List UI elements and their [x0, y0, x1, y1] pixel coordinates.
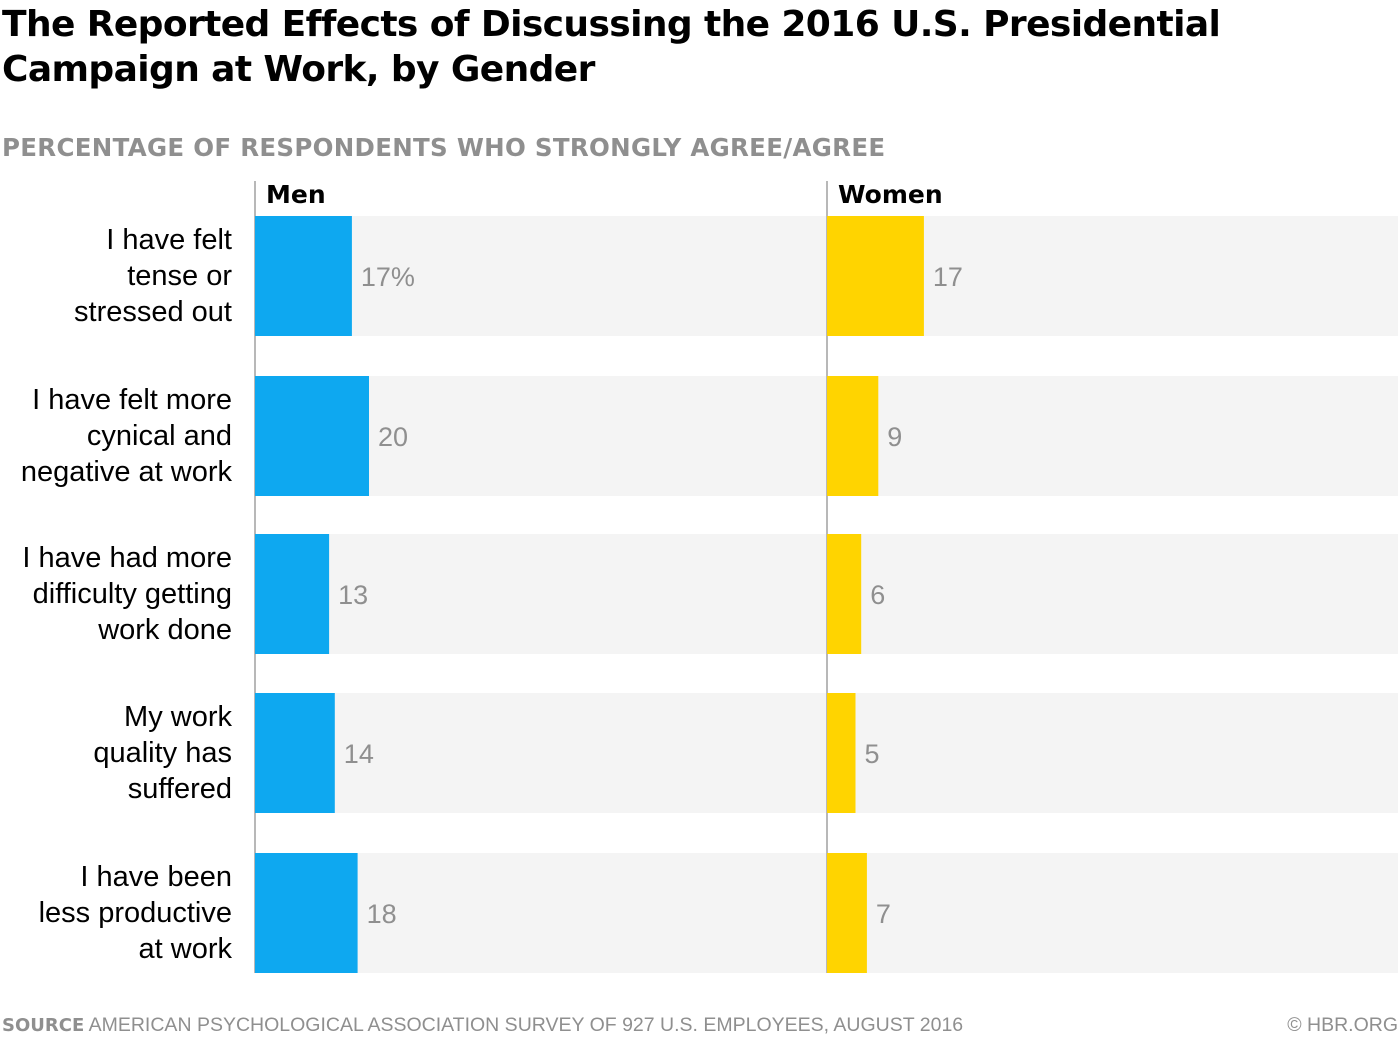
category-label-2-line-2: cynical and: [87, 420, 232, 452]
bar-women-3: [827, 534, 862, 654]
bar-men-4: [255, 693, 335, 813]
track-women-4: [827, 693, 1398, 813]
value-label-men-5: 18: [367, 899, 397, 929]
bar-women-5: [827, 853, 867, 973]
category-label-2-line-3: negative at work: [21, 456, 233, 488]
track-men-4: [255, 693, 826, 813]
bar-women-4: [827, 693, 856, 813]
chart-title: The Reported Effects of Discussing the 2…: [2, 4, 1221, 90]
credit-text: © HBR.ORG: [1287, 1014, 1398, 1036]
source-label: SOURCE: [2, 1015, 85, 1036]
chart-subtitle: PERCENTAGE OF RESPONDENTS WHO STRONGLY A…: [2, 133, 886, 162]
category-label-4-line-2: quality has: [93, 737, 232, 769]
bar-men-3: [255, 534, 330, 654]
value-label-men-1: 17%: [361, 262, 415, 292]
track-women-5: [827, 853, 1398, 973]
category-label-5-line-1: I have been: [80, 861, 232, 893]
category-label-5-line-3: at work: [139, 933, 233, 965]
bar-women-2: [827, 376, 879, 496]
bar-men-1: [255, 216, 352, 336]
value-label-men-3: 13: [338, 580, 368, 610]
value-label-women-1: 17: [933, 262, 963, 292]
value-label-men-2: 20: [378, 422, 408, 452]
footer: SOURCE AMERICAN PSYCHOLOGICAL ASSOCIATIO…: [2, 1014, 1398, 1040]
track-women-2: [827, 376, 1398, 496]
bar-men-2: [255, 376, 369, 496]
value-label-women-3: 6: [870, 580, 885, 610]
track-women-3: [827, 534, 1398, 654]
category-label-2-line-1: I have felt more: [32, 384, 232, 416]
source-text: AMERICAN PSYCHOLOGICAL ASSOCIATION SURVE…: [88, 1014, 964, 1036]
panel-header-women: Women: [838, 180, 943, 209]
bar-women-1: [827, 216, 924, 336]
category-label-3-line-2: difficulty getting: [33, 578, 232, 610]
category-label-1-line-3: stressed out: [74, 296, 232, 328]
category-label-3-line-3: work done: [97, 614, 232, 646]
value-label-women-5: 7: [876, 899, 891, 929]
category-label-4-line-1: My work: [124, 701, 232, 733]
panel-header-men: Men: [266, 180, 326, 209]
bar-men-5: [255, 853, 358, 973]
category-label-4-line-3: suffered: [128, 773, 232, 805]
value-label-women-4: 5: [865, 739, 880, 769]
value-label-men-4: 14: [344, 739, 374, 769]
value-label-women-2: 9: [887, 422, 902, 452]
category-label-1-line-2: tense or: [127, 260, 232, 292]
category-label-5-line-2: less productive: [39, 897, 232, 929]
category-label-1-line-1: I have felt: [106, 224, 232, 256]
category-label-3-line-1: I have had more: [22, 542, 232, 574]
track-men-3: [255, 534, 826, 654]
